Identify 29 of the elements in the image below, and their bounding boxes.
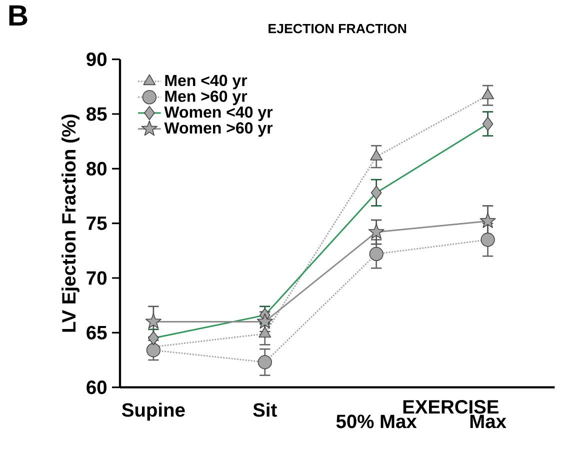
- point: [258, 355, 272, 370]
- point: [482, 88, 494, 100]
- x-tick-label: Supine: [122, 402, 185, 421]
- y-tick-label: 75: [86, 216, 107, 230]
- text: EXERCISE: [403, 400, 498, 414]
- y-tick-label: 85: [86, 107, 107, 121]
- text: B: [9, 5, 28, 26]
- point: [480, 212, 496, 228]
- point: [256, 313, 273, 329]
- y-tick-label: 90: [86, 52, 106, 66]
- y-tick-label: 80: [86, 162, 106, 176]
- point: [370, 150, 383, 160]
- y-axis-title: LV Ejection Fraction (%): [62, 114, 80, 332]
- point: [368, 224, 384, 239]
- x-tick-label: 50% Max: [336, 414, 417, 428]
- x-tick-label: Max: [470, 414, 506, 428]
- point: [480, 232, 495, 247]
- legend-label: Men <40 yr: [165, 74, 248, 90]
- point: [145, 313, 162, 329]
- chart-title: EJECTION FRACTION: [268, 24, 406, 34]
- legend-label: Men >60 yr: [165, 90, 248, 106]
- point: [369, 246, 384, 262]
- legend-label: Women <40 yr: [164, 106, 273, 121]
- point: [146, 343, 161, 358]
- x-tick-label: Sit: [253, 402, 277, 417]
- legend-label: Women >60 yr: [164, 122, 273, 137]
- y-tick-label: 65: [86, 326, 107, 340]
- y-tick-label: 70: [86, 271, 106, 285]
- y-tick-label: 60: [86, 380, 106, 394]
